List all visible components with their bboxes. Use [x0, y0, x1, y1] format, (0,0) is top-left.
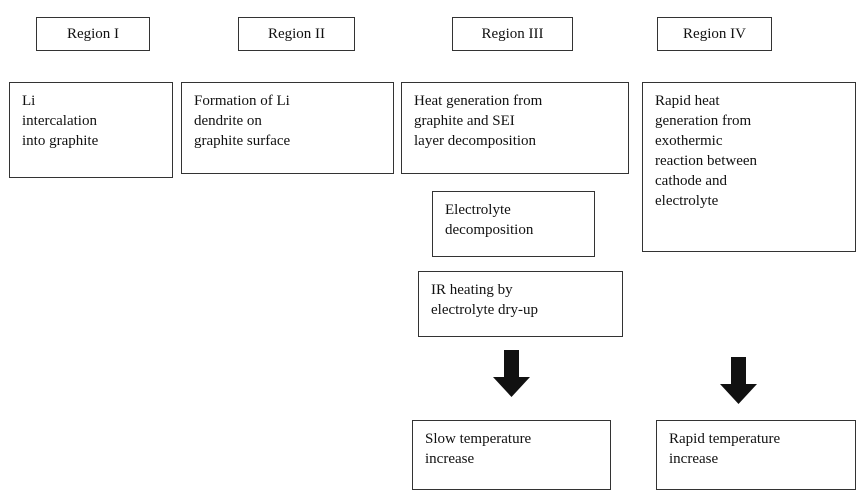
text-box: Rapid heat generation from exothermic react…: [642, 82, 856, 252]
region-header: Region III: [452, 17, 573, 51]
box-line: increase: [669, 451, 719, 467]
box-line: electrolyte: [655, 193, 719, 209]
down-arrow: [720, 357, 757, 404]
box-line: Rapid temperature: [669, 431, 781, 447]
box-line: Electrolyte: [445, 202, 511, 218]
text-box: Slow temperature increase: [412, 420, 611, 490]
box-line: cathode and: [655, 173, 728, 189]
box-line: intercalation: [22, 113, 97, 129]
box-line: IR heating by: [431, 282, 513, 298]
text-box: Li intercalation into graphite: [9, 82, 173, 178]
box-line: decomposition: [445, 222, 534, 238]
text-box: Electrolyte decomposition: [432, 191, 595, 257]
box-line: electrolyte dry-up: [431, 302, 539, 318]
box-line: Heat generation from: [414, 93, 543, 109]
box-line: layer decomposition: [414, 133, 537, 149]
text-box: IR heating by electrolyte dry-up: [418, 271, 623, 337]
box-line: Slow temperature: [425, 431, 532, 447]
down-arrow: [493, 350, 530, 397]
box-line: Rapid heat: [655, 93, 720, 109]
region-header: Region II: [238, 17, 355, 51]
box-line: generation from: [655, 113, 752, 129]
text-box: Formation of Li dendrite on graphite surfa…: [181, 82, 394, 174]
box-line: exothermic: [655, 133, 723, 149]
text-box: Rapid temperature increase: [656, 420, 856, 490]
box-line: Li: [22, 93, 36, 109]
box-line: Formation of Li: [194, 93, 290, 109]
box-line: dendrite on: [194, 113, 262, 129]
box-line: increase: [425, 451, 475, 467]
box-line: graphite and SEI: [414, 113, 515, 129]
box-line: reaction between: [655, 153, 758, 169]
box-line: into graphite: [22, 133, 99, 149]
region-header: Region I: [36, 17, 150, 51]
text-box: Heat generation from graphite and SEI laye…: [401, 82, 629, 174]
box-line: graphite surface: [194, 133, 291, 149]
region-header: Region IV: [657, 17, 772, 51]
